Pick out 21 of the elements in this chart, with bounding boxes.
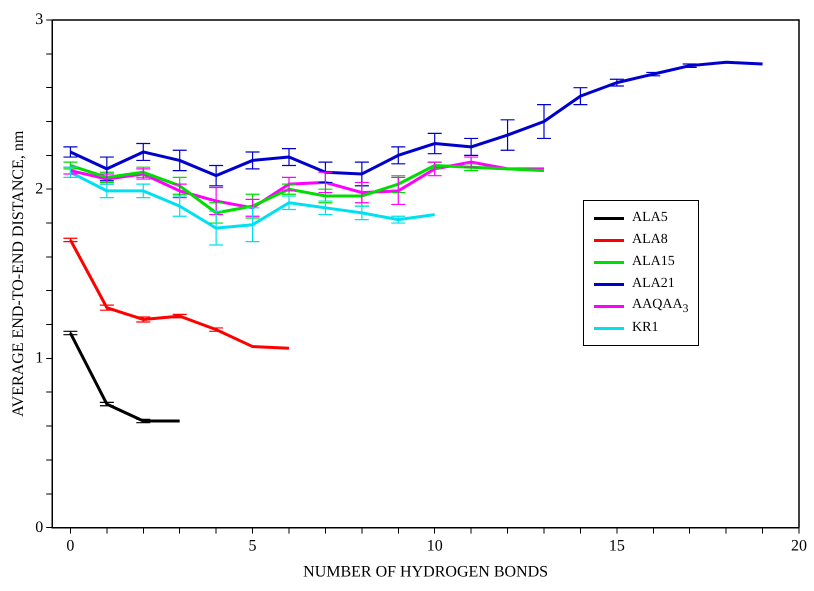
y-tick-label: 2 <box>35 180 44 198</box>
x-tick-label: 10 <box>426 537 443 554</box>
y-tick-label: 1 <box>35 350 44 367</box>
legend-label: ALA15 <box>632 254 675 270</box>
point <box>281 195 297 210</box>
x-tick-label: 15 <box>608 537 625 554</box>
y-tick-label: 3 <box>35 11 44 28</box>
legend-label: KR1 <box>632 320 658 336</box>
y-axis-title: AVERAGE END-TO-END DISTANCE, nm <box>10 130 27 417</box>
legend-label: ALA21 <box>632 276 675 292</box>
x-axis-title: NUMBER OF HYDROGEN BONDS <box>303 564 548 581</box>
legend-label: ALA8 <box>632 232 668 248</box>
point <box>99 184 114 198</box>
x-tick-label: 0 <box>66 537 74 554</box>
legend-label: ALA5 <box>632 210 668 226</box>
point <box>464 156 479 168</box>
legend-label: AAQAA$_{3}$ <box>632 297 688 316</box>
y-tick-label: 0 <box>35 518 44 536</box>
x-tick-label: 20 <box>791 537 807 554</box>
x-tick-label: 5 <box>248 537 257 554</box>
point <box>318 200 334 216</box>
